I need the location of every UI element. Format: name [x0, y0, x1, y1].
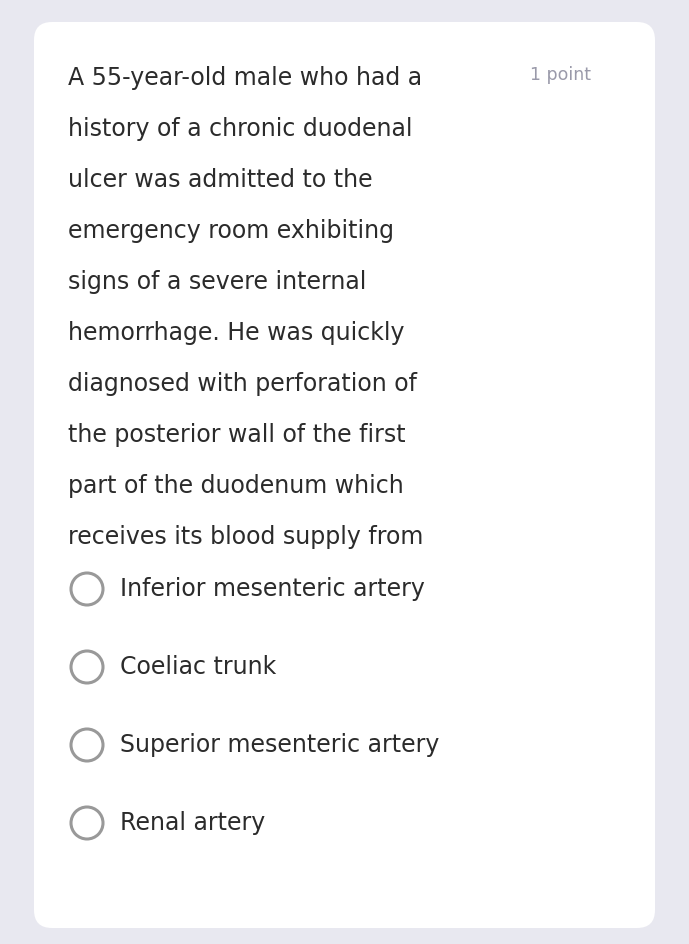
Text: part of the duodenum which: part of the duodenum which	[68, 474, 404, 498]
Text: diagnosed with perforation of: diagnosed with perforation of	[68, 372, 417, 396]
Text: the posterior wall of the first: the posterior wall of the first	[68, 423, 406, 447]
Text: 1 point: 1 point	[530, 66, 591, 84]
Circle shape	[71, 807, 103, 839]
Text: receives its blood supply from: receives its blood supply from	[68, 525, 423, 549]
Text: history of a chronic duodenal: history of a chronic duodenal	[68, 117, 413, 141]
Text: signs of a severe internal: signs of a severe internal	[68, 270, 367, 294]
Text: hemorrhage. He was quickly: hemorrhage. He was quickly	[68, 321, 404, 345]
Circle shape	[71, 729, 103, 761]
Text: ulcer was admitted to the: ulcer was admitted to the	[68, 168, 373, 192]
Text: Renal artery: Renal artery	[120, 811, 265, 835]
Circle shape	[71, 651, 103, 683]
Text: A 55-year-old male who had a: A 55-year-old male who had a	[68, 66, 422, 90]
Text: emergency room exhibiting: emergency room exhibiting	[68, 219, 394, 243]
FancyBboxPatch shape	[34, 22, 655, 928]
Circle shape	[71, 573, 103, 605]
Text: Inferior mesenteric artery: Inferior mesenteric artery	[120, 577, 425, 601]
Text: Superior mesenteric artery: Superior mesenteric artery	[120, 733, 440, 757]
Text: Coeliac trunk: Coeliac trunk	[120, 655, 276, 679]
